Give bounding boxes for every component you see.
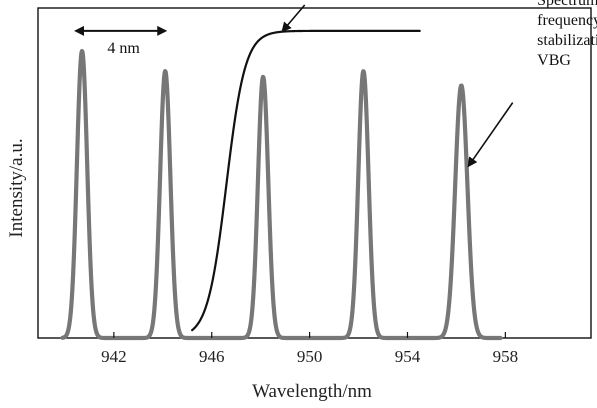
dichroic-lens-annotation: Spectrum of dichroic lens <box>244 0 408 33</box>
span-label: 4 nm <box>107 40 140 57</box>
x-tick-label: 946 <box>199 347 225 366</box>
annotation-arrow <box>281 4 306 33</box>
x-tick-label: 958 <box>493 347 519 366</box>
annotation-arrow <box>467 102 514 168</box>
annotation-text-line: stabilization <box>537 32 597 49</box>
dichroic-lens-series-line <box>191 29 421 332</box>
vbg-annotation: Spectrum of frequency-stabilization VBG <box>467 0 597 168</box>
x-tick-label: 950 <box>297 347 323 366</box>
x-axis-label: Wavelength/nm <box>252 381 372 402</box>
y-axis-label: Intensity/a.u. <box>6 138 27 237</box>
peak-series-line <box>60 48 503 341</box>
annotation-text-line: Spectrum of <box>537 0 597 9</box>
annotation-text-line: frequency- <box>537 12 597 29</box>
annotation-text-line: VBG <box>537 52 571 69</box>
x-tick-label: 954 <box>395 347 421 366</box>
x-tick-label: 942 <box>101 347 127 366</box>
plot-frame <box>37 7 592 339</box>
